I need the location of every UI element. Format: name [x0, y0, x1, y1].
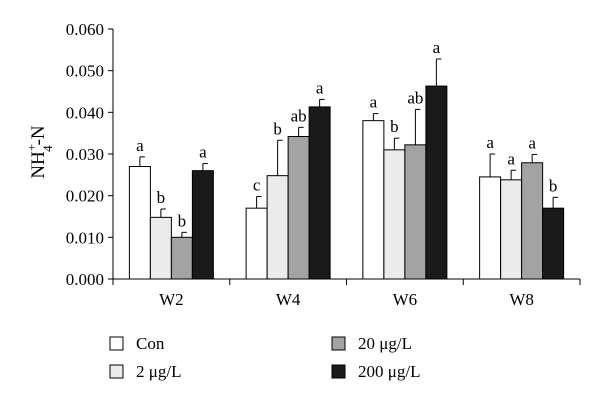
- y-tick-label: 0.040: [66, 103, 104, 122]
- bar: [404, 144, 427, 280]
- bar: [245, 207, 268, 280]
- bar: [362, 120, 385, 280]
- bar: [308, 106, 331, 280]
- significance-letter: ab: [407, 88, 423, 107]
- significance-letter: b: [273, 119, 282, 138]
- significance-letter: b: [157, 188, 166, 207]
- error-bars: [139, 58, 559, 238]
- y-tick-label: 0.020: [66, 187, 104, 206]
- bar: [500, 179, 523, 280]
- y-tick-label: 0.050: [66, 62, 104, 81]
- x-tick-label: W8: [509, 290, 534, 309]
- bar: [170, 236, 193, 280]
- ylabel-main: NH: [28, 151, 49, 179]
- legend: Con 20 μg/L 2 μg/L 200 μg/L: [109, 334, 420, 381]
- significance-letter: c: [253, 176, 261, 195]
- legend-swatch: [331, 336, 346, 351]
- x-tick-label: W2: [159, 290, 184, 309]
- significance-letter: a: [370, 93, 378, 112]
- bar: [479, 176, 502, 280]
- significance-letter: a: [507, 149, 515, 168]
- significance-letter: a: [433, 38, 441, 57]
- y-ticks: 0.000 0.010 0.020 0.030 0.040 0.050 0.060: [66, 20, 113, 289]
- significance-letter: ab: [291, 106, 307, 125]
- significance-letter: a: [199, 143, 207, 162]
- bar: [266, 175, 289, 280]
- y-tick-label: 0.000: [66, 270, 104, 289]
- y-tick-label: 0.010: [66, 228, 104, 247]
- significance-letter: b: [549, 176, 558, 195]
- significance-letter: a: [486, 133, 494, 152]
- legend-swatch: [109, 336, 124, 351]
- legend-label: 20 μg/L: [358, 334, 412, 353]
- bar: [425, 85, 448, 280]
- bar: [191, 170, 214, 280]
- significance-letter: b: [178, 211, 187, 230]
- y-tick-label: 0.030: [66, 145, 104, 164]
- ylabel-tail: -N: [28, 125, 49, 145]
- x-tick-label: W6: [393, 290, 418, 309]
- x-tick-label: W4: [276, 290, 301, 309]
- significance-letter: a: [528, 133, 536, 152]
- bar: [149, 216, 172, 280]
- bars: [128, 85, 565, 280]
- bar: [542, 207, 565, 280]
- legend-label: Con: [136, 334, 165, 353]
- y-axis-label: NH+4-N: [24, 125, 55, 179]
- legend-label: 200 μg/L: [358, 362, 420, 381]
- significance-letter: b: [390, 117, 399, 136]
- x-ticks: W2 W4 W6 W8: [112, 279, 581, 309]
- bar: [521, 162, 544, 280]
- legend-label: 2 μg/L: [136, 362, 181, 381]
- legend-swatch: [331, 364, 346, 379]
- y-tick-label: 0.060: [66, 20, 104, 39]
- bar: [287, 136, 310, 280]
- bar: [383, 149, 406, 280]
- legend-swatch: [109, 364, 124, 379]
- significance-letter: a: [316, 78, 324, 97]
- ylabel-sup: +: [24, 144, 39, 151]
- significance-letter: a: [136, 136, 144, 155]
- bar: [128, 166, 151, 280]
- ylabel-sub: 4: [40, 145, 55, 152]
